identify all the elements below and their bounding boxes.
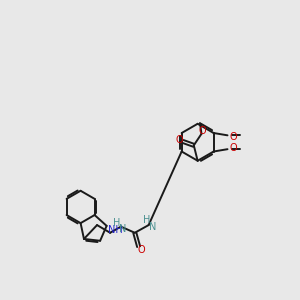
Text: H: H <box>113 218 121 228</box>
Text: O: O <box>138 245 146 255</box>
Text: O: O <box>229 143 237 153</box>
Text: N: N <box>119 224 126 234</box>
Text: N: N <box>149 222 156 233</box>
Text: O: O <box>175 135 183 145</box>
Text: O: O <box>229 132 237 142</box>
Text: NH: NH <box>108 225 123 235</box>
Text: O: O <box>198 127 206 136</box>
Text: H: H <box>143 215 151 225</box>
